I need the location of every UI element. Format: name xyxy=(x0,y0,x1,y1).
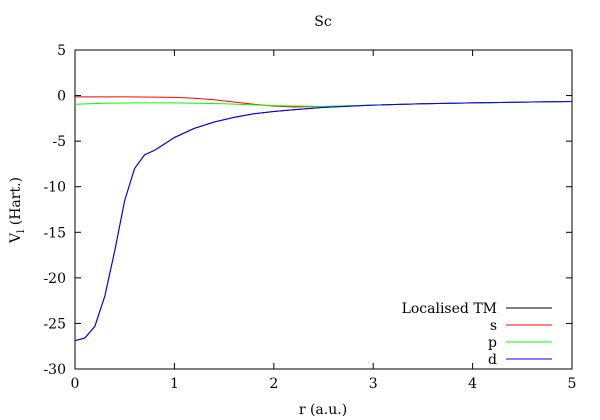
y-tick-label: -20 xyxy=(43,271,66,287)
y-tick-label: -15 xyxy=(43,225,66,241)
plot-area xyxy=(74,49,573,370)
legend-label: s xyxy=(490,318,497,334)
y-axis-label-main: V xyxy=(8,232,24,244)
x-axis: 0 1 2 3 4 5 xyxy=(71,50,577,392)
x-axis-label: r (a.u.) xyxy=(299,402,347,418)
series-group xyxy=(74,96,573,342)
series-line-d xyxy=(74,101,573,342)
x-tick-label: 0 xyxy=(71,376,80,392)
y-tick-label: -25 xyxy=(43,316,66,332)
y-axis-label-units: (Hart.) xyxy=(8,177,24,230)
y-tick-label: 5 xyxy=(57,43,66,59)
legend-label: p xyxy=(488,335,497,351)
y-axis-label: Vl (Hart.) xyxy=(8,177,27,244)
y-tick-label: -10 xyxy=(43,180,66,196)
y-axis-label-subscript: l xyxy=(16,230,27,233)
y-axis: -30 -25 -20 -15 -10 -5 0 5 xyxy=(43,43,572,378)
y-tick-label: 0 xyxy=(57,89,66,105)
x-tick-label: 5 xyxy=(568,376,577,392)
y-tick-label: -30 xyxy=(43,362,66,378)
legend-label: d xyxy=(488,352,497,368)
series-line-localised-tm xyxy=(74,101,573,342)
x-tick-label: 1 xyxy=(170,376,179,392)
plot-border xyxy=(74,49,573,370)
series-line-s xyxy=(75,96,573,108)
x-tick-label: 4 xyxy=(468,376,477,392)
y-tick-label: -5 xyxy=(52,134,66,150)
legend-label: Localised TM xyxy=(402,301,497,317)
x-tick-label: 2 xyxy=(269,376,278,392)
x-tick-label: 3 xyxy=(369,376,378,392)
chart-title: Sc xyxy=(314,14,332,30)
